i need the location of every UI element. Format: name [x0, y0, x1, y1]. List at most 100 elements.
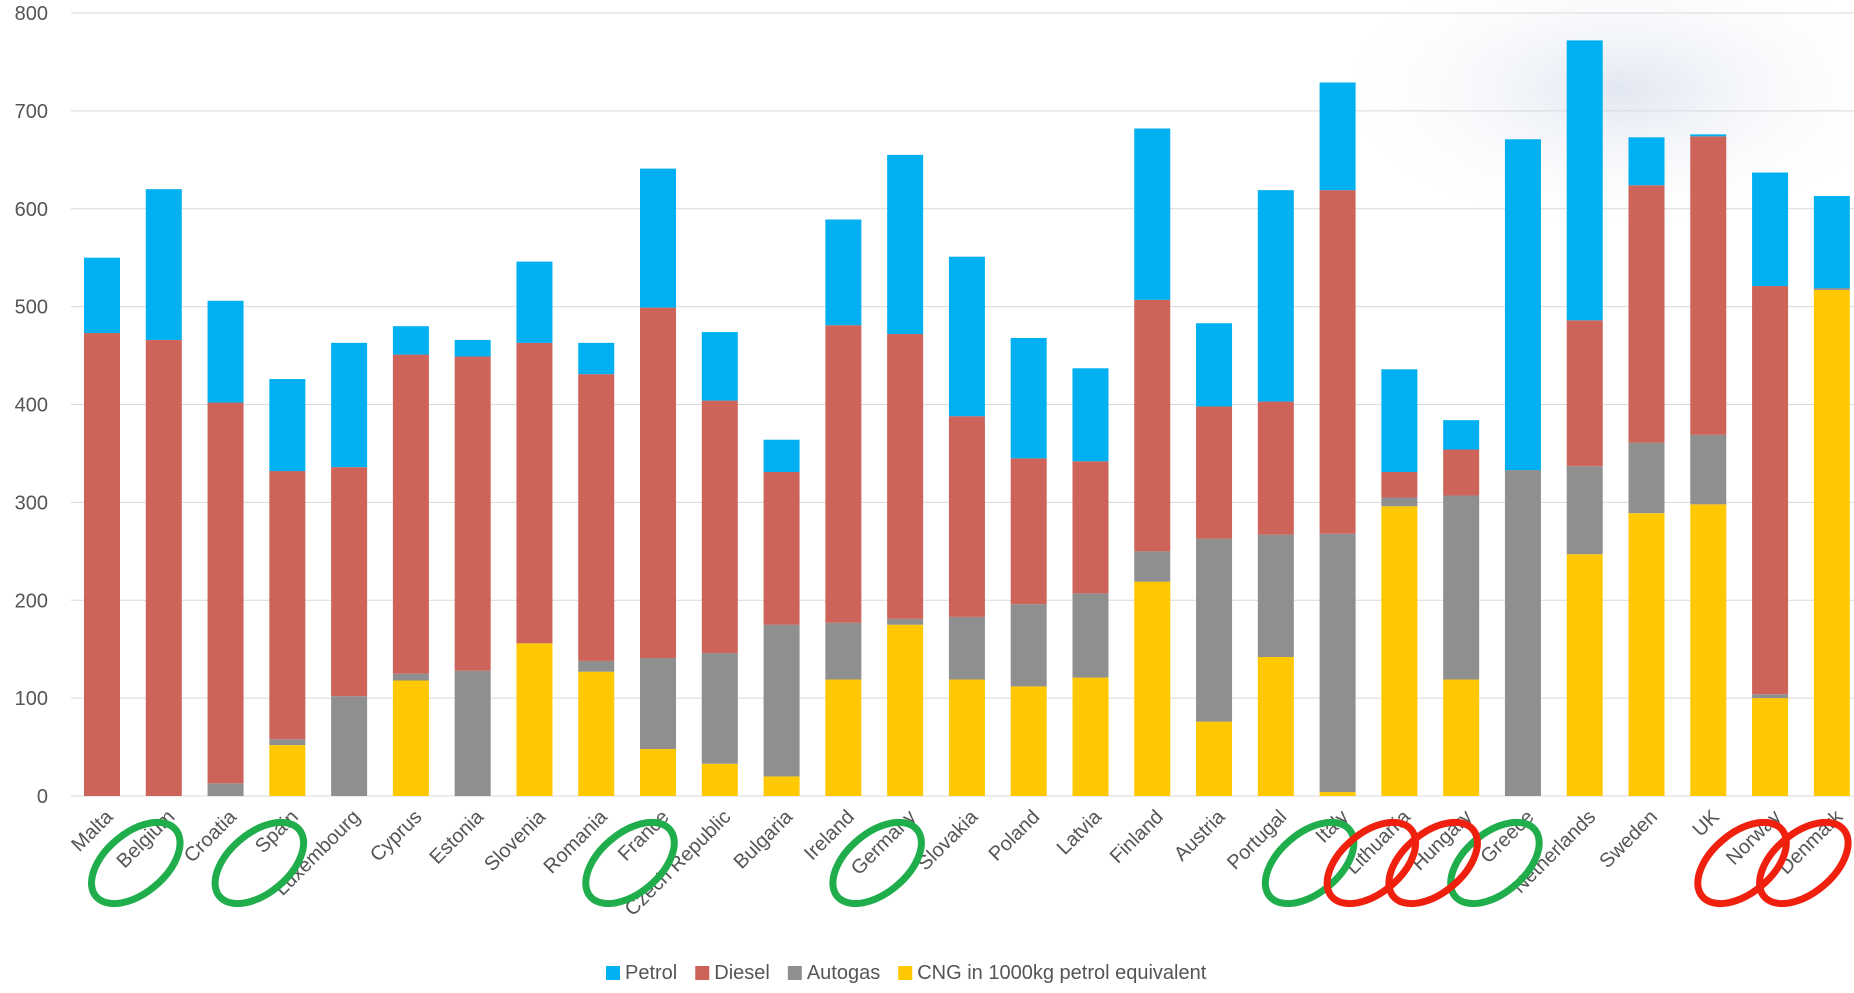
bar-segment — [1381, 472, 1417, 497]
bar-segment — [1320, 82, 1356, 190]
bar-segment — [949, 257, 985, 417]
bar-segment — [949, 617, 985, 680]
y-tick-label: 0 — [37, 786, 48, 808]
bar-segment — [516, 643, 552, 796]
bar-segment — [393, 355, 429, 674]
legend-label: Autogas — [807, 962, 880, 984]
x-tick-label: Slovenia — [480, 805, 550, 875]
y-tick-label: 800 — [15, 3, 48, 25]
bar-segment — [1320, 792, 1356, 796]
bar-segment — [1134, 300, 1170, 552]
bar-segment — [825, 220, 861, 326]
bar-segment — [455, 671, 491, 796]
y-tick-label: 700 — [15, 101, 48, 123]
bar-segment — [1443, 450, 1479, 496]
bar-segment — [146, 189, 182, 340]
bar-segment — [825, 325, 861, 623]
bar-segment — [1258, 535, 1294, 657]
bar-segment — [208, 403, 244, 784]
x-tick-label: Greece — [1477, 806, 1539, 868]
bar-segment — [84, 258, 120, 333]
bar-segment — [640, 749, 676, 796]
bar-segment — [764, 625, 800, 777]
bar-segment — [887, 334, 923, 619]
bar-segment — [1814, 288, 1850, 290]
bar-segment — [1381, 369, 1417, 472]
bar-segment — [269, 471, 305, 739]
bar-segment — [1690, 435, 1726, 504]
bar-segment — [1381, 497, 1417, 506]
bar-segment — [1752, 694, 1788, 698]
legend: Petrol Diesel Autogas CNG in 1000kg petrol … — [606, 962, 1207, 984]
bar-segment — [702, 401, 738, 654]
y-tick-label: 500 — [15, 297, 48, 319]
bar-segment — [1011, 338, 1047, 458]
bar-segment — [1072, 368, 1108, 461]
bar-segment — [1567, 466, 1603, 554]
bar-segment — [1505, 470, 1541, 796]
bar-segment — [825, 623, 861, 680]
bar-segment — [1320, 190, 1356, 534]
bar-segment — [1072, 678, 1108, 796]
legend-label: CNG in 1000kg petrol equivalent — [917, 962, 1207, 984]
x-tick-label: Norway — [1722, 806, 1785, 869]
bar-segment — [1505, 139, 1541, 470]
bar-segment — [269, 739, 305, 745]
bar-segment — [1134, 551, 1170, 581]
bar-segment — [1629, 443, 1665, 513]
x-tick-label: Spain — [251, 806, 303, 858]
x-tick-label: Estonia — [425, 805, 488, 868]
bar-segment — [146, 340, 182, 796]
legend-swatch — [788, 966, 802, 980]
bar-segment — [1443, 680, 1479, 796]
bar-segment — [331, 467, 367, 696]
bar-segment — [825, 680, 861, 796]
bar-segment — [1443, 496, 1479, 680]
bar-segment — [1814, 290, 1850, 796]
bar-segment — [1690, 134, 1726, 136]
y-tick-label: 600 — [15, 199, 48, 221]
bar-segment — [1690, 504, 1726, 796]
x-tick-label: France — [614, 806, 674, 866]
legend-label: Petrol — [625, 962, 677, 984]
bar-segment — [269, 379, 305, 471]
legend-label: Diesel — [714, 962, 770, 984]
bar-segment — [331, 696, 367, 796]
y-tick-label: 100 — [15, 688, 48, 710]
bar-segment — [887, 155, 923, 334]
bar-segment — [702, 653, 738, 764]
x-tick-label: Romania — [540, 805, 613, 878]
bar-segment — [516, 343, 552, 643]
bar-segment — [393, 674, 429, 681]
bar-segment — [269, 745, 305, 796]
legend-swatch — [606, 966, 620, 980]
bar-segment — [1629, 185, 1665, 442]
bar-segment — [1134, 582, 1170, 796]
bar-segment — [640, 169, 676, 308]
bar-segment — [949, 680, 985, 796]
x-tick-label: Croatia — [180, 805, 242, 867]
y-tick-label: 400 — [15, 395, 48, 417]
bar-segment — [887, 625, 923, 796]
x-tick-label: Cyprus — [366, 806, 426, 866]
bar-segment — [208, 783, 244, 796]
bar-segment — [640, 658, 676, 749]
bar-segment — [393, 326, 429, 354]
bar-segment — [455, 340, 491, 357]
legend-swatch — [695, 966, 709, 980]
bar-segment — [1258, 402, 1294, 535]
x-tick-label: Portugal — [1223, 806, 1291, 874]
y-tick-label: 300 — [15, 492, 48, 514]
bar-segment — [1072, 461, 1108, 593]
x-tick-label: Poland — [985, 806, 1045, 866]
bar-segment — [702, 764, 738, 796]
bar-segment — [764, 440, 800, 472]
bar-segment — [1567, 40, 1603, 320]
bar-segment — [1072, 593, 1108, 677]
bar-segment — [331, 343, 367, 467]
bar-segment — [1196, 722, 1232, 796]
bar-segment — [578, 661, 614, 672]
bar-segment — [764, 776, 800, 796]
bar-segment — [1011, 458, 1047, 604]
bar-segment — [516, 262, 552, 343]
